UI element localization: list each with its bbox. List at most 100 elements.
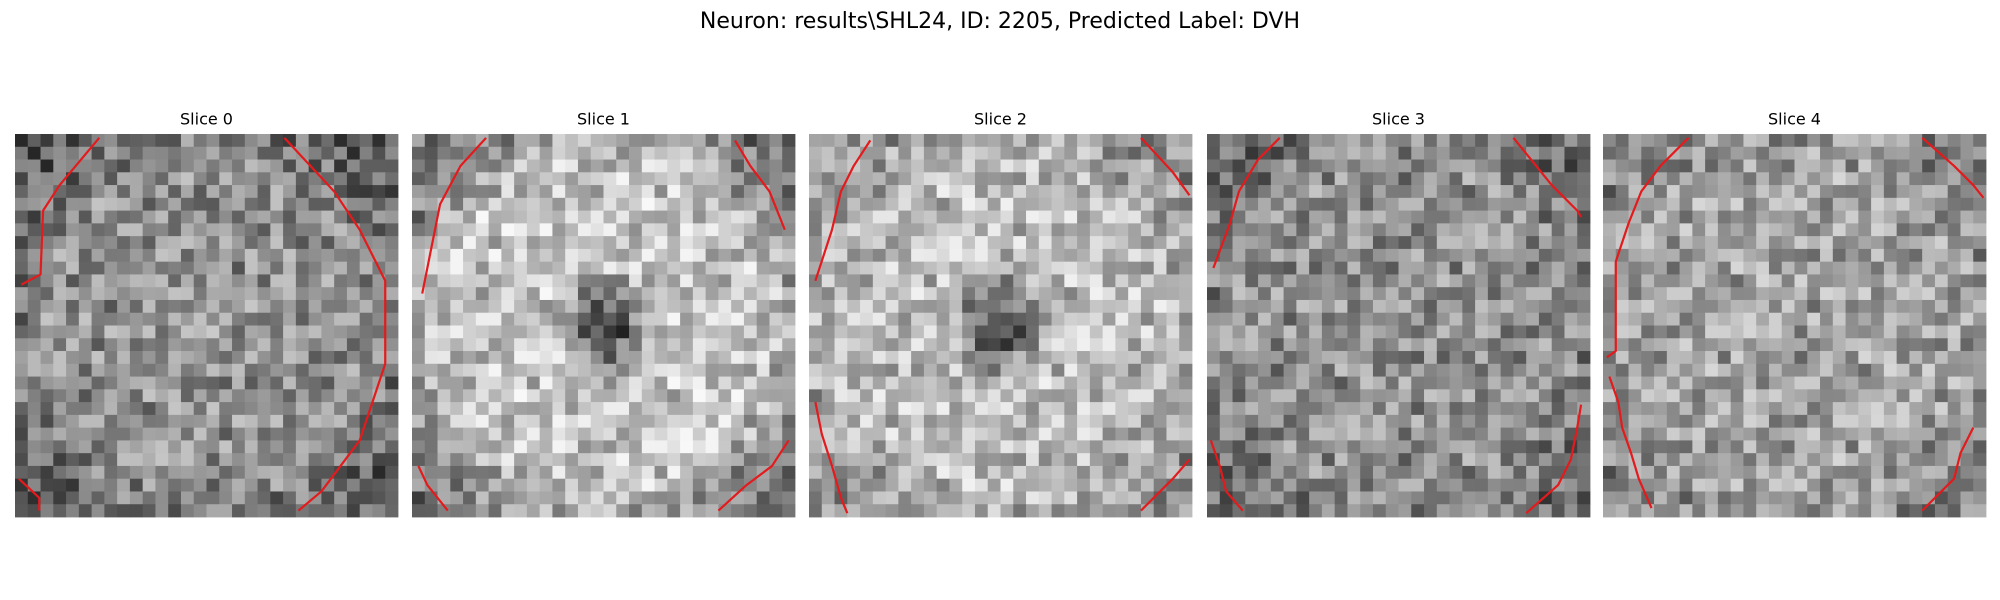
pixel — [1321, 440, 1336, 454]
pixel — [1781, 146, 1795, 160]
pixel — [1487, 172, 1502, 186]
pixel — [334, 389, 348, 403]
pixel — [1013, 440, 1027, 454]
pixel — [1858, 197, 1872, 211]
pixel — [1038, 414, 1052, 429]
pixel — [1526, 427, 1540, 441]
pixel — [539, 504, 553, 518]
pixel — [1487, 134, 1502, 148]
pixel — [1871, 146, 1885, 160]
pixel — [53, 134, 67, 148]
pixel — [1526, 261, 1540, 275]
pixel — [1179, 312, 1193, 326]
pixel — [1372, 440, 1387, 454]
pixel — [1768, 146, 1783, 160]
pixel — [1179, 402, 1193, 416]
pixel — [1551, 287, 1565, 301]
pixel — [206, 478, 220, 492]
pixel — [1077, 248, 1091, 263]
pixel — [1628, 287, 1642, 301]
pixel — [911, 185, 925, 199]
pixel — [1219, 363, 1233, 377]
pixel — [962, 453, 976, 467]
pixel — [424, 312, 438, 326]
pixel — [257, 287, 271, 301]
pixel — [1372, 312, 1387, 326]
pixel — [321, 299, 335, 314]
pixel — [923, 159, 938, 173]
pixel — [1360, 159, 1374, 173]
pixel — [552, 223, 566, 237]
pixel — [1717, 134, 1732, 148]
pixel — [180, 465, 195, 480]
pixel — [1666, 389, 1680, 403]
pixel — [641, 134, 655, 148]
pixel — [898, 414, 912, 429]
pixel — [1321, 299, 1336, 314]
pixel — [756, 376, 770, 390]
pixel — [1128, 287, 1142, 301]
pixel — [1296, 236, 1310, 250]
pixel — [1960, 376, 1974, 390]
pixel — [1360, 402, 1374, 416]
pixel — [1347, 274, 1361, 288]
pixel — [66, 376, 80, 390]
pixel — [1781, 197, 1795, 211]
pixel — [206, 453, 220, 467]
pixel — [385, 197, 399, 211]
pixel — [1730, 274, 1744, 288]
pixel — [1858, 351, 1872, 365]
pixel — [1115, 159, 1129, 173]
pixel — [1321, 504, 1336, 518]
pixel — [911, 159, 925, 173]
pixel — [372, 223, 386, 237]
pixel — [232, 504, 246, 518]
pixel — [308, 389, 322, 403]
pixel — [565, 427, 579, 441]
pixel — [1207, 172, 1221, 186]
pixel — [1756, 312, 1770, 326]
pixel — [526, 312, 541, 326]
pixel — [1781, 351, 1795, 365]
pixel — [424, 274, 438, 288]
pixel — [1832, 402, 1846, 416]
pixel — [1000, 325, 1014, 339]
pixel — [295, 478, 310, 492]
pixel — [1781, 338, 1795, 352]
pixel — [295, 325, 310, 339]
pixel — [1064, 223, 1078, 237]
pixel — [1526, 248, 1540, 263]
pixel — [1219, 389, 1233, 403]
pixel — [1077, 172, 1091, 186]
pixel — [1436, 236, 1450, 250]
pixel — [1334, 134, 1348, 148]
contour-line — [1513, 138, 1581, 217]
pixel — [40, 338, 54, 352]
pixel — [1551, 376, 1565, 390]
pixel — [1089, 134, 1104, 148]
pixel — [885, 299, 899, 314]
pixel — [1883, 402, 1898, 416]
pixel — [295, 134, 310, 148]
pixel — [1934, 325, 1949, 339]
pixel — [346, 363, 361, 377]
pixel — [1513, 491, 1527, 505]
pixel — [168, 210, 182, 224]
pixel — [1283, 299, 1297, 314]
pixel — [1603, 389, 1617, 403]
pixel — [180, 146, 195, 160]
pixel — [1654, 414, 1668, 429]
pixel — [1871, 504, 1885, 518]
pixel — [987, 440, 1001, 454]
pixel — [834, 376, 848, 390]
pixel — [1372, 414, 1387, 429]
pixel — [577, 299, 592, 314]
pixel — [180, 504, 195, 518]
pixel — [1245, 402, 1259, 416]
pixel — [1051, 274, 1065, 288]
pixel — [475, 478, 489, 492]
pixel — [936, 440, 950, 454]
pixel — [577, 504, 592, 518]
pixel — [1641, 338, 1655, 352]
pixel — [129, 299, 144, 314]
